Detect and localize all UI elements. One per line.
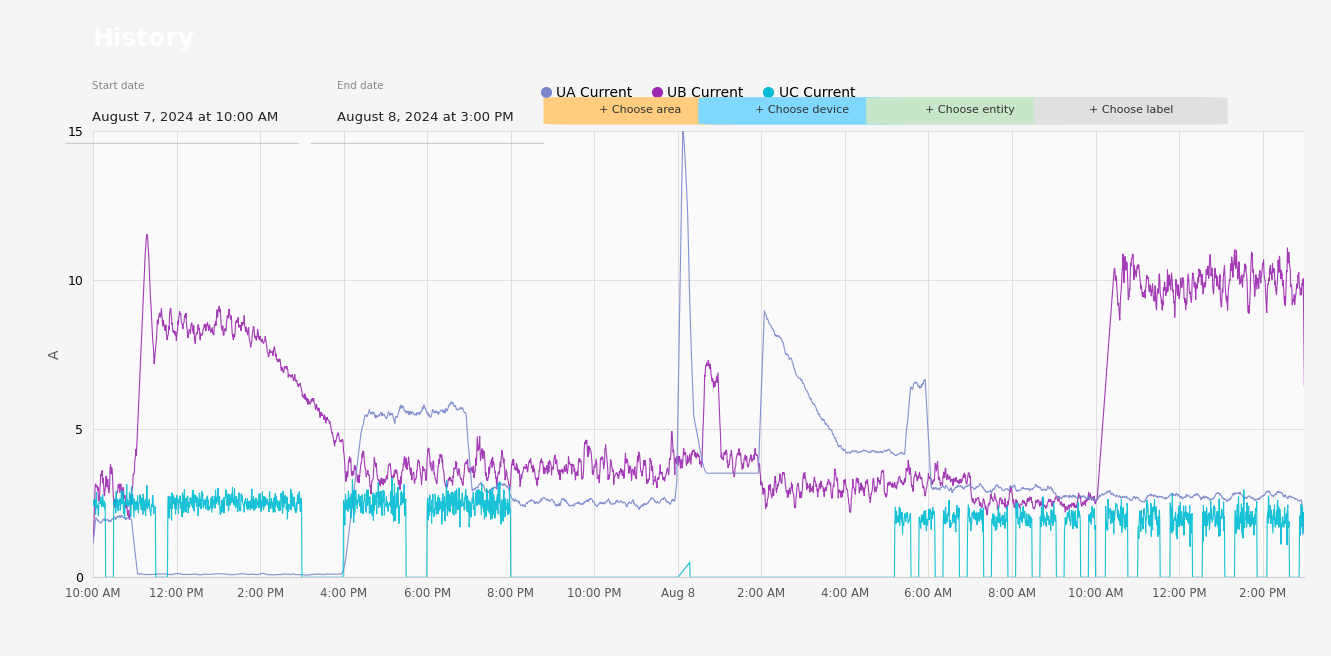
- Y-axis label: A: A: [48, 350, 63, 359]
- FancyBboxPatch shape: [699, 97, 905, 125]
- Text: + Choose label: + Choose label: [1089, 105, 1173, 115]
- Text: August 7, 2024 at 10:00 AM: August 7, 2024 at 10:00 AM: [92, 112, 278, 125]
- Text: + Choose area: + Choose area: [599, 105, 681, 115]
- FancyBboxPatch shape: [1034, 97, 1227, 125]
- FancyBboxPatch shape: [866, 97, 1073, 125]
- Text: Start date: Start date: [92, 81, 144, 91]
- Legend: UA Current, UB Current, UC Current: UA Current, UB Current, UC Current: [536, 80, 861, 105]
- Text: History: History: [93, 28, 196, 51]
- FancyBboxPatch shape: [543, 97, 737, 125]
- Text: + Choose entity: + Choose entity: [925, 105, 1014, 115]
- Text: + Choose device: + Choose device: [755, 105, 849, 115]
- Text: End date: End date: [337, 81, 383, 91]
- Text: August 8, 2024 at 3:00 PM: August 8, 2024 at 3:00 PM: [337, 112, 514, 125]
